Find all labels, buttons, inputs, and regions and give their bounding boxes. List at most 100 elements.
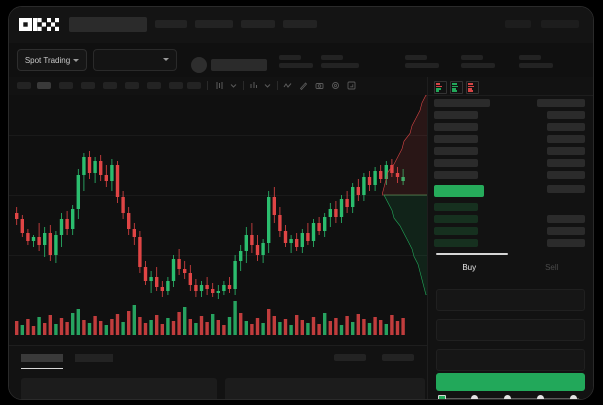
slider-node-75[interactable]	[537, 395, 544, 399]
indicators-icon[interactable]	[249, 81, 258, 90]
order-book-panel: Buy Sell	[427, 77, 593, 399]
chart-gridline	[9, 255, 428, 256]
market-type-dropdown[interactable]: Spot Trading	[17, 49, 87, 71]
nav-item-3[interactable]	[241, 20, 275, 28]
order-book-ask-amount[interactable]	[547, 171, 585, 179]
stat-value	[321, 63, 359, 68]
market-stat-3	[405, 55, 439, 68]
submit-buy-button[interactable]	[436, 373, 585, 391]
orderbook-asks-icon[interactable]	[466, 81, 479, 94]
order-book-ask-price[interactable]	[434, 135, 478, 143]
timeframe-btn-8[interactable]	[169, 82, 183, 89]
order-book-bid-price[interactable]	[434, 227, 478, 235]
pencil-icon[interactable]	[299, 81, 308, 90]
slider-node-50[interactable]	[504, 395, 511, 399]
market-stat-4	[461, 55, 495, 68]
order-book-bid-amount[interactable]	[547, 227, 585, 235]
order-book-bid-amount[interactable]	[547, 239, 585, 247]
chevron-down-icon[interactable]	[263, 81, 272, 90]
timeframe-btn-1[interactable]	[17, 82, 31, 89]
order-book-ask-amount[interactable]	[547, 123, 585, 131]
device-frame: Spot Trading	[8, 6, 594, 400]
market-stat-5	[519, 55, 553, 68]
tab-buy[interactable]: Buy	[462, 263, 477, 272]
order-book-ask-price[interactable]	[434, 147, 478, 155]
timeframe-btn-5[interactable]	[103, 82, 117, 89]
timeframe-btn-3[interactable]	[59, 82, 73, 89]
toolbar-divider	[207, 81, 208, 90]
order-book-ask-amount[interactable]	[547, 135, 585, 143]
order-field-1[interactable]	[436, 289, 585, 311]
order-field-2[interactable]	[436, 319, 585, 341]
order-book-ask-price[interactable]	[434, 159, 478, 167]
orderbook-bids-icon[interactable]	[450, 81, 463, 94]
chevron-down-icon	[73, 58, 80, 62]
pair-select-dropdown[interactable]	[93, 49, 177, 71]
order-book-ask-price[interactable]	[434, 111, 478, 119]
order-book-ask-price[interactable]	[434, 123, 478, 131]
fullscreen-icon[interactable]	[347, 81, 356, 90]
order-book-header	[428, 77, 593, 96]
chevron-down-icon[interactable]	[229, 81, 238, 90]
order-book-ask-amount[interactable]	[547, 159, 585, 167]
stat-value	[405, 63, 439, 68]
timeframe-btn-2[interactable]	[37, 82, 51, 89]
order-book-bid-amount[interactable]	[547, 215, 585, 223]
order-field-3[interactable]	[436, 349, 585, 371]
nav-item-1[interactable]	[155, 20, 187, 28]
timeframe-btn-7[interactable]	[147, 82, 161, 89]
camera-icon[interactable]	[315, 81, 324, 90]
chart-gridline	[9, 195, 428, 196]
chart-toolbar	[9, 77, 428, 96]
orderbook-both-icon[interactable]	[434, 81, 447, 94]
toolbar-divider	[277, 81, 278, 90]
price-chart[interactable]	[9, 95, 428, 345]
timeframe-btn-6[interactable]	[125, 82, 139, 89]
candlestick-chart-icon[interactable]	[215, 81, 224, 90]
app-viewport: Spot Trading	[9, 7, 593, 399]
stat-label	[519, 55, 541, 60]
coin-avatar-icon	[191, 57, 207, 73]
stat-value	[279, 63, 313, 68]
order-book-ask-amount[interactable]	[547, 111, 585, 119]
stat-value	[519, 63, 553, 68]
market-stat-2	[321, 55, 359, 68]
settings-gear-icon[interactable]	[331, 81, 340, 90]
orders-tab-1[interactable]	[21, 354, 63, 362]
slider-node-0[interactable]	[438, 395, 446, 399]
nav-item-2[interactable]	[195, 20, 233, 28]
order-book-last-price[interactable]	[434, 185, 484, 197]
search-input[interactable]	[69, 17, 147, 32]
stat-value	[461, 63, 495, 68]
order-book-bid-price[interactable]	[434, 203, 478, 211]
order-book-last-amount[interactable]	[547, 185, 585, 193]
chart-gridline	[9, 135, 428, 136]
order-book-bid-price[interactable]	[434, 239, 478, 247]
line-chart-icon[interactable]	[283, 81, 292, 90]
tab-sell[interactable]: Sell	[545, 263, 559, 272]
order-book-rows[interactable]	[428, 95, 593, 255]
timeframe-btn-9[interactable]	[187, 82, 201, 89]
timeframe-btn-4[interactable]	[81, 82, 95, 89]
orders-panel	[9, 345, 428, 399]
orders-action-2[interactable]	[334, 354, 366, 361]
order-book-bid-price[interactable]	[434, 215, 478, 223]
nav-item-4[interactable]	[283, 20, 317, 28]
percent-slider[interactable]	[438, 395, 583, 399]
candlestick-series	[15, 151, 405, 335]
header-action-1[interactable]	[505, 20, 531, 28]
order-book-ask-price[interactable]	[434, 171, 478, 179]
market-stat-1	[279, 55, 313, 68]
stat-label	[405, 55, 427, 60]
buy-sell-tabs: Buy Sell	[428, 259, 593, 281]
orders-tab-2[interactable]	[75, 354, 113, 362]
slider-node-25[interactable]	[471, 395, 478, 399]
orders-action-1[interactable]	[382, 354, 414, 361]
order-book-depth-slider[interactable]	[436, 253, 508, 255]
order-book-col-header	[434, 99, 490, 107]
slider-node-100[interactable]	[570, 395, 577, 399]
order-book-ask-amount[interactable]	[547, 147, 585, 155]
okx-logo-icon[interactable]	[19, 18, 59, 31]
header-action-2[interactable]	[541, 20, 579, 28]
pair-info-bar: Spot Trading	[9, 43, 593, 77]
